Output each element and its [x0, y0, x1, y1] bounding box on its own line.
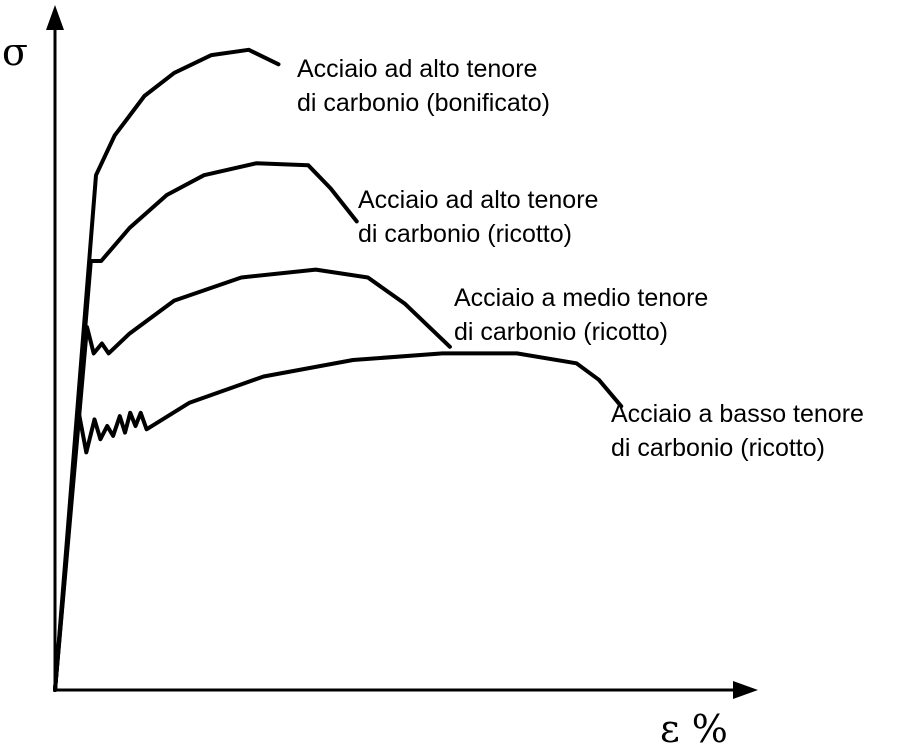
- curves: [53, 47, 624, 692]
- curve-label-2-line-1: Acciaio ad alto tenore: [358, 186, 598, 214]
- curve-label-1-line-2: di carbonio (bonificato): [297, 89, 550, 117]
- curve-label-1-line-1: Acciaio ad alto tenore: [297, 55, 537, 83]
- curve-label-3-line-2: di carbonio (ricotto): [454, 318, 668, 346]
- y-axis-label: σ: [2, 30, 28, 74]
- stress-strain-curve-2: [53, 161, 359, 692]
- stress-strain-curve-4: [53, 351, 624, 692]
- x-axis-label: ε %: [660, 707, 728, 751]
- stress-strain-curve-1: [53, 47, 281, 692]
- curve-label-4-line-1: Acciaio a basso tenore: [611, 400, 864, 428]
- curve-label-3-line-1: Acciaio a medio tenore: [454, 284, 708, 312]
- x-axis-arrow-icon: [733, 681, 758, 699]
- curve-label-4-line-2: di carbonio (ricotto): [611, 434, 825, 462]
- axes: σ ε %: [2, 5, 758, 751]
- curve-label-2-line-2: di carbonio (ricotto): [358, 220, 572, 248]
- curve-labels: Acciaio ad alto tenore di carbonio (bonif…: [297, 55, 864, 462]
- y-axis-arrow-icon: [46, 5, 64, 30]
- stress-strain-curve-3: [53, 267, 452, 692]
